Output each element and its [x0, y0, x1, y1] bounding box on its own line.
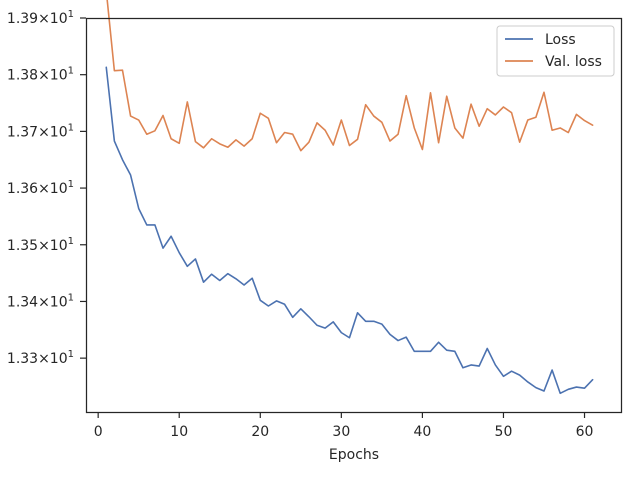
y-tick-label: 1.35×101: [7, 236, 74, 254]
series-line-loss: [105, 66, 594, 395]
x-axis-label: Epochs: [329, 447, 379, 463]
series-layer: [105, 0, 594, 395]
y-tick-label: 1.33×101: [7, 349, 74, 367]
x-tick-label: 10: [170, 424, 188, 440]
plot-frame: [85, 17, 623, 414]
x-tick-label: 20: [251, 424, 269, 440]
y-tick-label: 1.37×101: [7, 122, 74, 140]
x-tick-label: 50: [495, 424, 513, 440]
legend: Loss Val. loss: [496, 25, 615, 77]
y-tick-label: 1.36×101: [7, 179, 74, 197]
legend-label-val-loss: Val. loss: [545, 54, 602, 70]
x-axis: 0 10 20 30 40 50 60: [94, 412, 594, 440]
legend-label-loss: Loss: [545, 32, 576, 48]
series-line-val-loss: [106, 0, 594, 152]
plot-area: [86, 18, 621, 412]
y-tick-label: 1.34×101: [7, 292, 74, 310]
y-tick-label: 1.38×101: [7, 66, 74, 84]
x-tick-label: 60: [576, 424, 594, 440]
x-tick-label: 40: [413, 424, 431, 440]
x-tick-label: 30: [332, 424, 350, 440]
y-tick-label: 1.39×101: [7, 9, 74, 27]
x-tick-label: 0: [94, 424, 103, 440]
y-axis: 1.33×101 1.34×101 1.35×101 1.36×101 1.37×101…: [7, 9, 86, 367]
